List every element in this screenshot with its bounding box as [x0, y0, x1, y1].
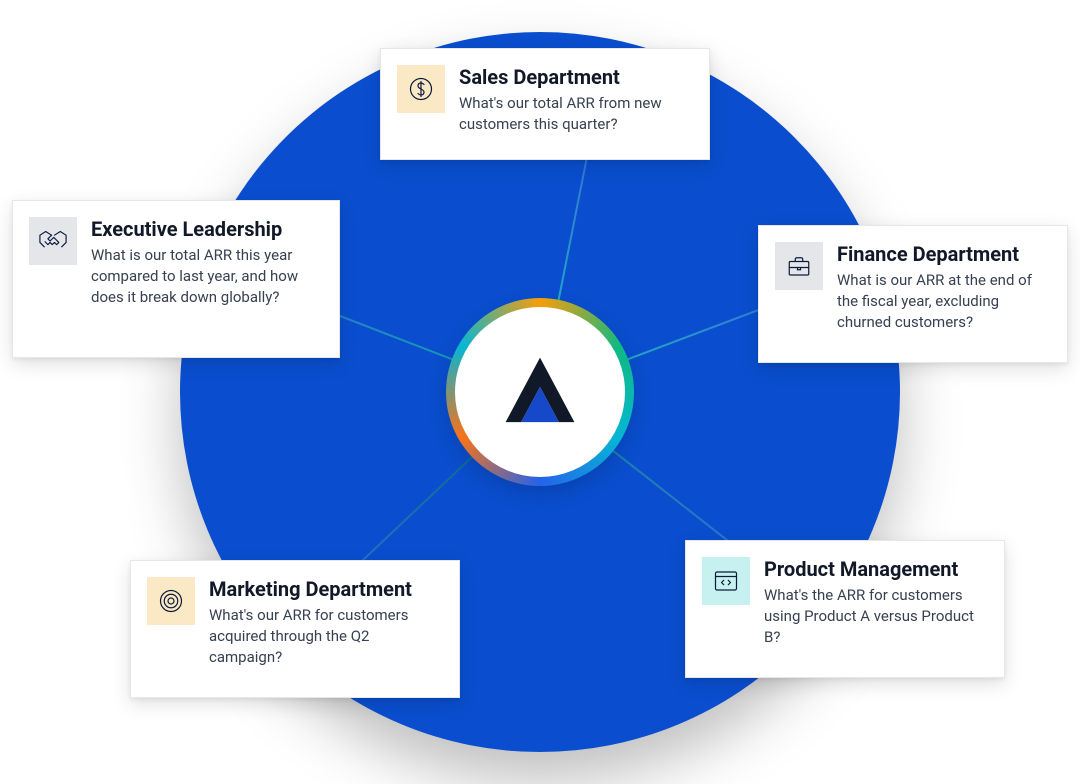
card-marketing: Marketing Department What's our ARR for c… — [130, 560, 460, 698]
card-executive: Executive Leadership What is our total AR… — [12, 200, 340, 358]
card-question: What is our ARR at the end of the fiscal… — [837, 270, 1049, 333]
card-question: What's our total ARR from new customers … — [459, 93, 691, 135]
browser-code-icon — [702, 557, 750, 605]
card-title: Product Management — [764, 557, 986, 581]
card-title: Finance Department — [837, 242, 1049, 266]
card-text: Product Management What's the ARR for cus… — [764, 557, 986, 648]
handshake-icon — [29, 217, 77, 265]
card-title: Executive Leadership — [91, 217, 321, 241]
logo-icon — [497, 349, 583, 435]
card-text: Sales Department What's our total ARR fro… — [459, 65, 691, 135]
diagram-stage: Sales Department What's our total ARR fro… — [0, 0, 1080, 784]
card-product: Product Management What's the ARR for cus… — [685, 540, 1005, 678]
card-sales: Sales Department What's our total ARR fro… — [380, 48, 710, 160]
briefcase-icon — [775, 242, 823, 290]
card-title: Marketing Department — [209, 577, 441, 601]
card-text: Executive Leadership What is our total AR… — [91, 217, 321, 308]
card-finance: Finance Department What is our ARR at the… — [758, 225, 1068, 363]
card-text: Finance Department What is our ARR at the… — [837, 242, 1049, 333]
card-question: What's the ARR for customers using Produ… — [764, 585, 986, 648]
target-icon — [147, 577, 195, 625]
dollar-icon — [397, 65, 445, 113]
card-text: Marketing Department What's our ARR for c… — [209, 577, 441, 668]
card-question: What's our ARR for customers acquired th… — [209, 605, 441, 668]
card-title: Sales Department — [459, 65, 691, 89]
card-question: What is our total ARR this year compared… — [91, 245, 321, 308]
hub-center — [455, 307, 625, 477]
